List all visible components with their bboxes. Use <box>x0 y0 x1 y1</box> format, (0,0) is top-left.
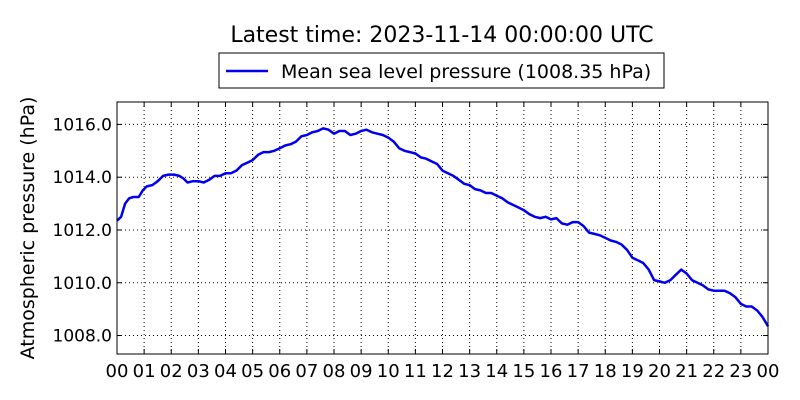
y-tick-label: 1012.0 <box>53 221 112 241</box>
x-tick-label: 23 <box>729 361 752 382</box>
y-axis-tick-labels: 1008.0 1010.0 1012.0 1014.0 1016.0 <box>53 115 112 346</box>
axis-ticks <box>116 102 769 354</box>
x-tick-label: 07 <box>295 361 318 382</box>
x-tick-label: 22 <box>702 361 725 382</box>
x-tick-label: 13 <box>458 361 481 382</box>
x-tick-label: 05 <box>241 361 264 382</box>
x-tick-label: 11 <box>404 361 427 382</box>
x-tick-label: 01 <box>133 361 156 382</box>
y-tick-label: 1008.0 <box>53 327 112 347</box>
x-tick-label: 03 <box>187 361 210 382</box>
x-tick-label: 08 <box>323 361 346 382</box>
y-tick-label: 1016.0 <box>53 115 112 135</box>
legend-label: Mean sea level pressure (1008.35 hPa) <box>281 61 651 83</box>
legend: Mean sea level pressure (1008.35 hPa) <box>218 52 665 89</box>
x-tick-label: 18 <box>594 361 617 382</box>
x-tick-label: 00 <box>106 361 129 382</box>
x-tick-label: 10 <box>377 361 400 382</box>
grid <box>117 102 768 354</box>
series-line-mean-sea-level-pressure <box>116 127 770 327</box>
x-tick-label: 14 <box>485 361 508 382</box>
y-axis-label: Atmospheric pressure (hPa) <box>17 97 39 360</box>
x-tick-label: 02 <box>160 361 183 382</box>
x-axis-tick-labels: 00 01 02 03 04 05 06 07 08 09 10 11 12 13 14 15 16 17 18 19… <box>106 361 780 382</box>
x-tick-label: 06 <box>268 361 291 382</box>
legend-box <box>218 52 665 89</box>
x-tick-label: 17 <box>567 361 590 382</box>
x-tick-label: 19 <box>621 361 644 382</box>
x-tick-label: 04 <box>214 361 237 382</box>
x-tick-label: 20 <box>648 361 671 382</box>
y-tick-label: 1010.0 <box>53 274 112 294</box>
x-tick-label: 15 <box>512 361 535 382</box>
x-tick-label: 21 <box>675 361 698 382</box>
chart-title: Latest time: 2023-11-14 00:00:00 UTC <box>230 23 653 48</box>
x-tick-label: 09 <box>350 361 373 382</box>
y-tick-label: 1014.0 <box>53 168 112 188</box>
x-tick-label: 12 <box>431 361 454 382</box>
series-layer <box>116 127 770 327</box>
plot-frame <box>116 101 769 355</box>
x-tick-label: 00 <box>757 361 780 382</box>
x-tick-label: 16 <box>540 361 563 382</box>
